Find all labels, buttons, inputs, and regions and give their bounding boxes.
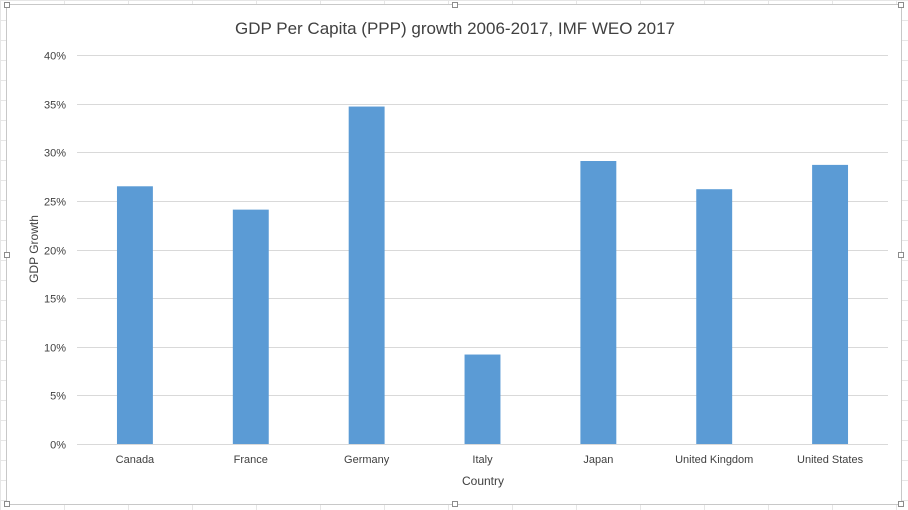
resize-handle-middle-right[interactable] xyxy=(898,252,904,258)
y-axis-ticks: 0% 5% 10% 15% 20% 25% 30% 35% 40% xyxy=(44,51,66,452)
x-tick-label: France xyxy=(234,454,268,466)
resize-handle-bottom-left[interactable] xyxy=(4,501,10,507)
y-tick-label: 35% xyxy=(44,100,66,112)
y-axis-title: GDP Growth xyxy=(27,215,41,283)
chart-title: GDP Per Capita (PPP) growth 2006-2017, I… xyxy=(235,19,675,38)
x-tick-label: Germany xyxy=(344,454,390,466)
bar-united-states[interactable] xyxy=(812,164,849,444)
x-axis-title: Country xyxy=(462,474,504,488)
resize-handle-top-left[interactable] xyxy=(4,2,10,8)
y-tick-label: 10% xyxy=(44,343,66,355)
resize-handle-middle-left[interactable] xyxy=(4,252,10,258)
resize-handle-top-right[interactable] xyxy=(898,2,904,8)
bar-canada[interactable] xyxy=(116,186,153,444)
x-tick-label: United States xyxy=(797,454,864,466)
chart-object[interactable] xyxy=(4,2,904,507)
x-tick-label: Canada xyxy=(116,454,155,466)
y-tick-label: 30% xyxy=(44,148,66,160)
resize-handle-top-center[interactable] xyxy=(452,2,458,8)
x-tick-label: United Kingdom xyxy=(675,454,753,466)
y-tick-label: 5% xyxy=(50,391,66,403)
x-tick-label: Japan xyxy=(583,454,613,466)
x-axis-ticks: Canada France Germany Italy Japan United King… xyxy=(116,454,864,466)
bar-united-kingdom[interactable] xyxy=(696,189,733,444)
bars xyxy=(116,106,849,444)
y-tick-label: 25% xyxy=(44,197,66,209)
resize-handle-bottom-center[interactable] xyxy=(452,501,458,507)
bar-italy[interactable] xyxy=(464,354,501,444)
y-tick-label: 40% xyxy=(44,51,66,63)
bar-japan[interactable] xyxy=(580,161,617,444)
bar-france[interactable] xyxy=(232,209,269,444)
resize-handle-bottom-right[interactable] xyxy=(898,501,904,507)
x-tick-label: Italy xyxy=(472,454,493,466)
gridlines xyxy=(77,55,888,396)
y-tick-label: 20% xyxy=(44,246,66,258)
y-tick-label: 0% xyxy=(50,440,66,452)
bar-germany[interactable] xyxy=(348,106,385,444)
y-tick-label: 15% xyxy=(44,294,66,306)
